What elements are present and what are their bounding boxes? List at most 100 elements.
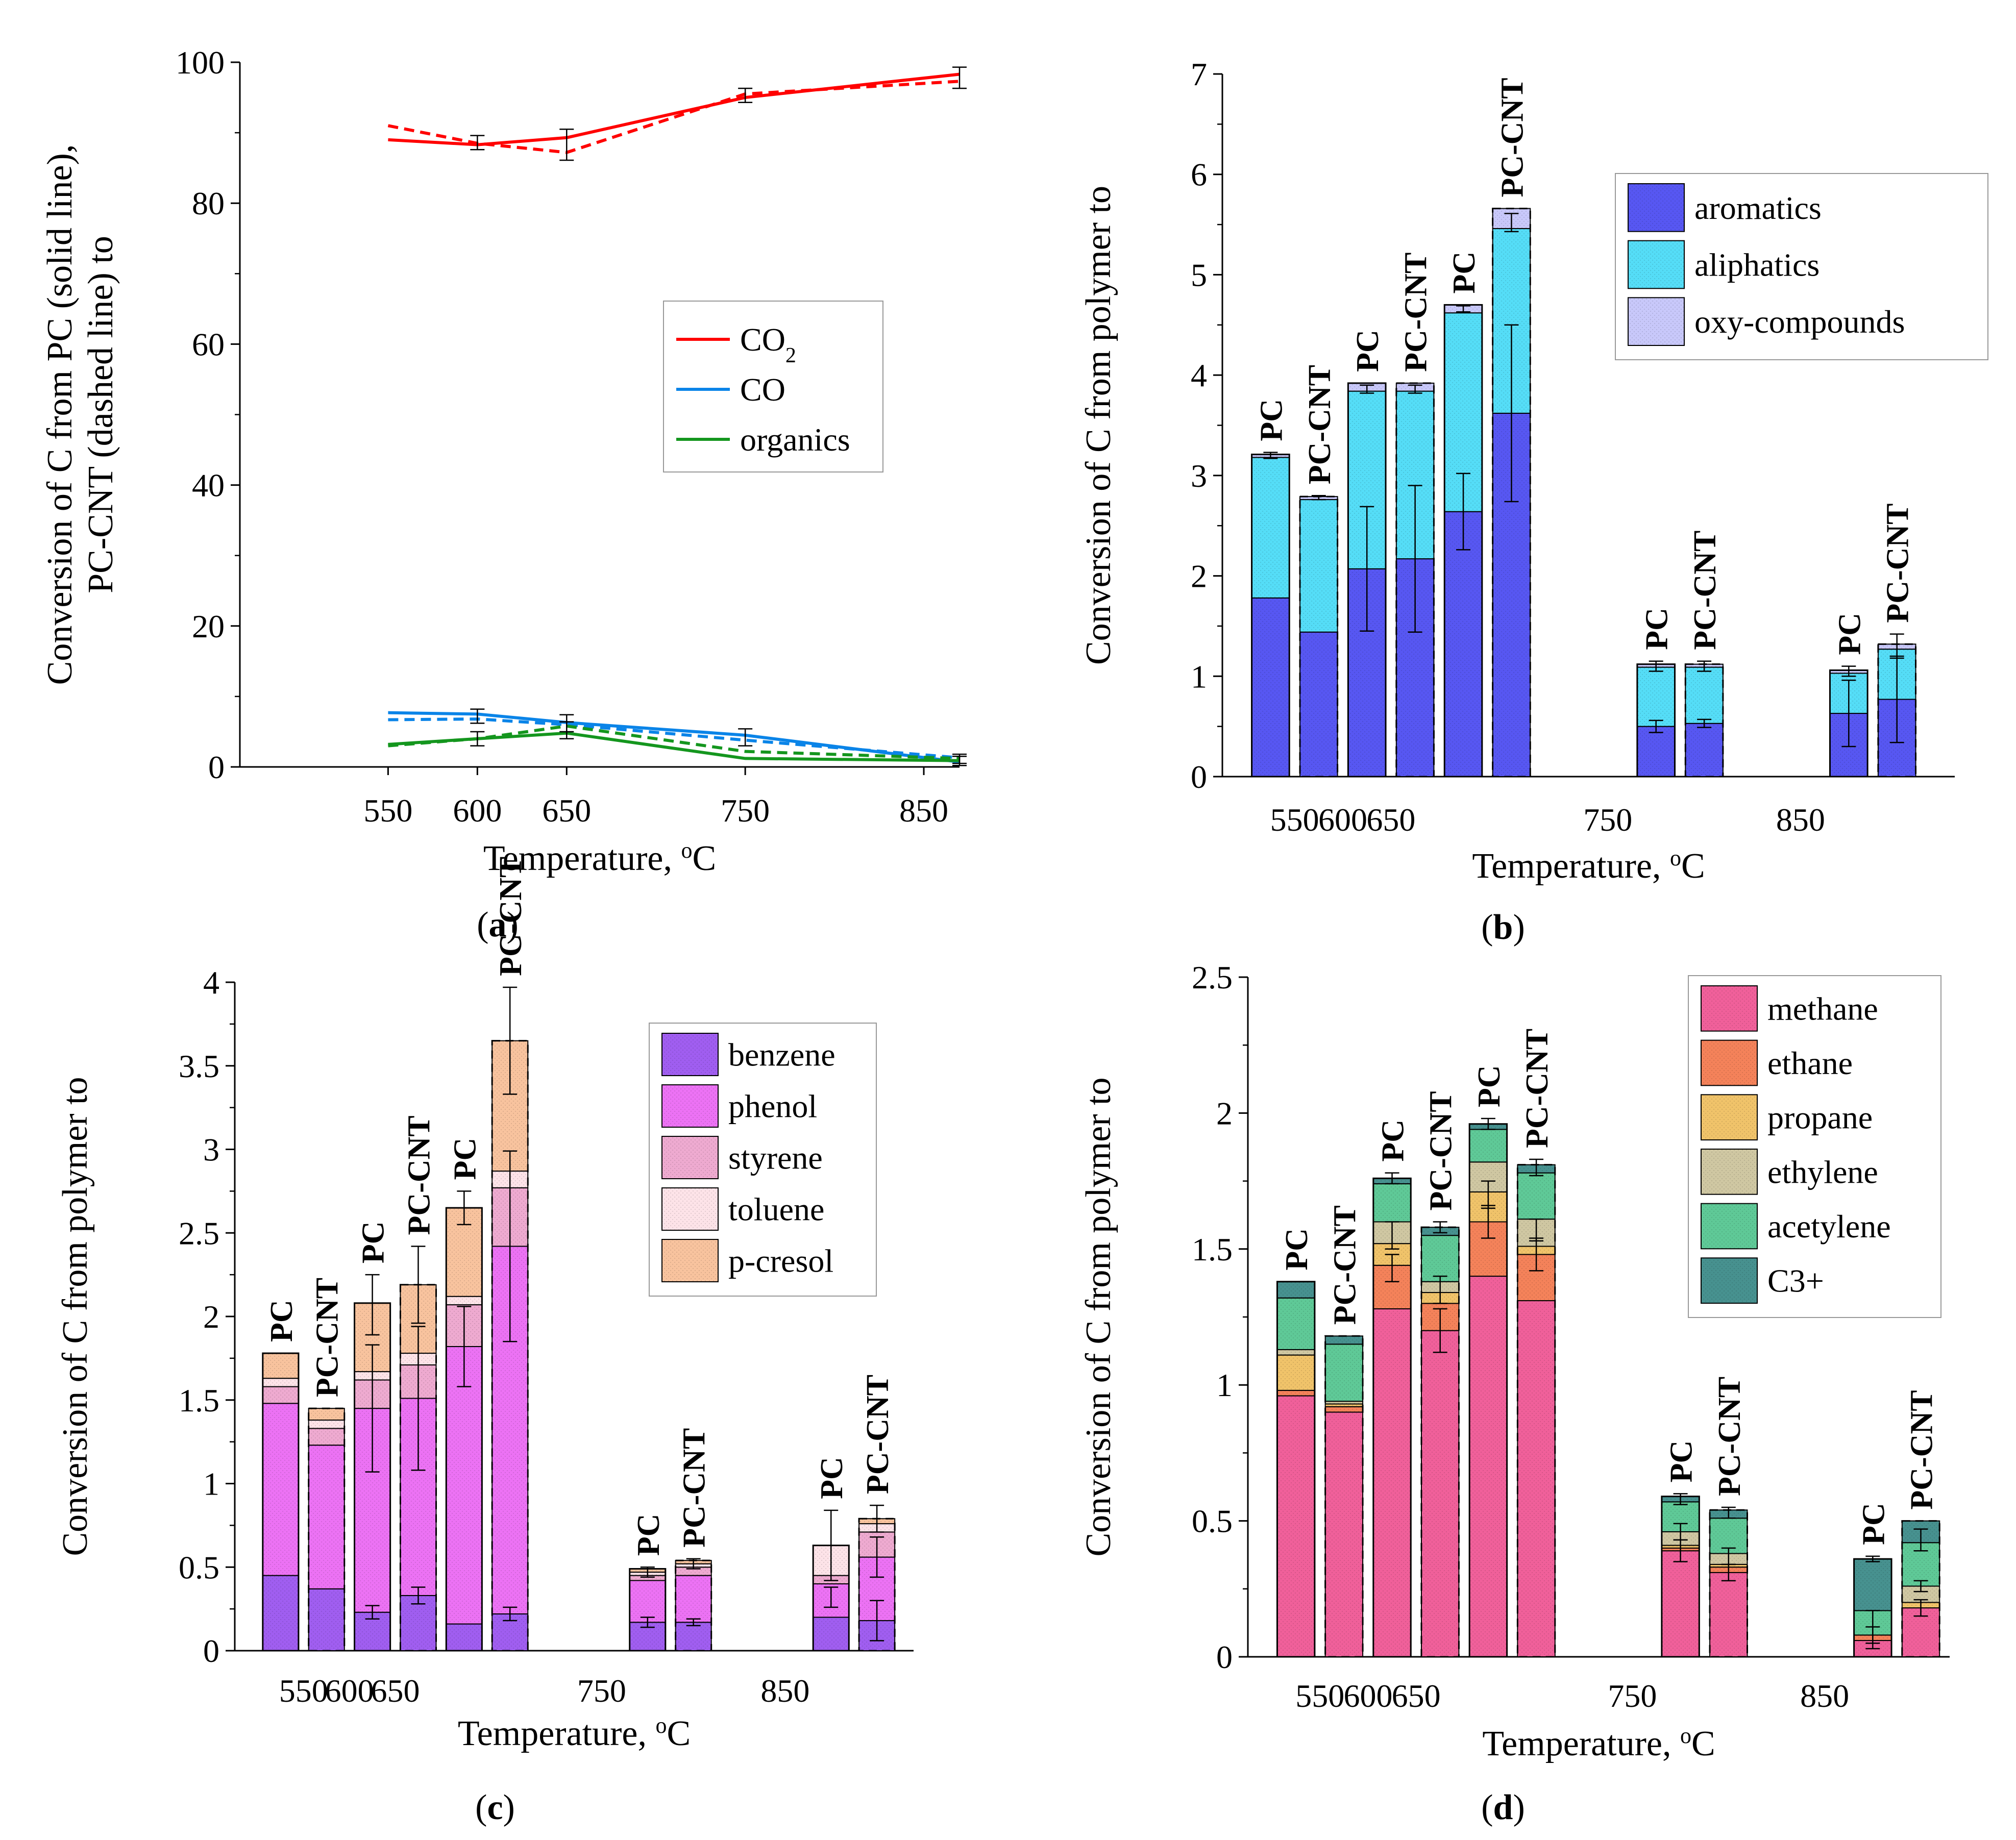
c-bar-texture [262,1386,299,1404]
b-y-axis-label: Conversion of C from polymer to [1079,186,1118,665]
b-bar-label: PC [1640,608,1675,650]
c-caption-letter: c [487,1788,503,1827]
c-caption-open: ( [475,1788,487,1827]
b-bar-texture [1637,667,1675,727]
d-y-tick-label: 2.5 [1192,959,1233,996]
b-y-tick-label: 3 [1191,458,1207,494]
d-caption-letter: d [1493,1788,1513,1827]
b-bar-outline [1395,382,1435,778]
a-series-line-4 [388,731,960,762]
d-bar-texture [1325,1412,1363,1657]
c-x-tick-label: 750 [577,1673,626,1709]
a-y-axis-label-2: PC-CNT (dashed line) to [81,236,120,593]
d-legend-swatch-texture [1701,1040,1757,1086]
d-bar-texture [1277,1349,1315,1355]
b-bar-texture [1251,598,1290,777]
d-caption-open: ( [1481,1788,1493,1827]
d-bar-texture [1325,1344,1363,1402]
c-bar-texture [813,1617,849,1651]
d-bar-texture [1517,1301,1555,1657]
a-y-tick-label: 40 [192,467,225,504]
d-bar-label: PC [1280,1228,1314,1271]
d-y-tick-label: 0.5 [1192,1503,1233,1539]
c-bar-texture [675,1575,711,1623]
c-y-tick-label: 4 [203,964,219,1001]
d-bar-outline [1276,1281,1316,1658]
c-bar-outline [308,1407,346,1652]
d-y-axis-label: Conversion of C from polymer to [1079,1077,1118,1556]
b-legend-swatch-texture [1628,297,1684,345]
d-caption-close: ) [1513,1788,1525,1827]
b-y-tick-label: 5 [1191,257,1207,293]
d-bar-outline [1901,1520,1940,1658]
d-y-tick-label: 1 [1216,1367,1233,1403]
c-bar-texture [308,1408,345,1421]
c-bar-texture [675,1567,711,1576]
d-legend-label: ethylene [1767,1154,1878,1190]
d-bar-label: PC-CNT [1520,1029,1555,1148]
c-x-axis-label: Temperature, oC [458,1713,691,1754]
d-x-axis-label-sup: o [1680,1723,1691,1748]
b-legend-swatch-texture [1628,240,1684,289]
a-legend-label-sub: 2 [785,344,796,367]
b-x-tick-label: 850 [1776,802,1825,838]
b-x-tick-label: 550 [1270,802,1319,838]
a-x-axis-label-sup: o [681,838,692,863]
d-legend-swatch-texture [1701,1203,1757,1249]
b-x-axis-label-unit: C [1681,847,1705,886]
a-y-tick-label: 80 [192,185,225,221]
b-bar-texture [1299,500,1338,632]
c-bar-texture [446,1296,482,1305]
d-bar-label: PC [1664,1440,1699,1483]
c-bar-texture [400,1595,436,1651]
d-bar-texture [1277,1281,1315,1298]
c-bar-texture [308,1588,345,1651]
c-y-tick-label: 2 [203,1299,219,1335]
c-caption-close: ) [503,1788,515,1827]
b-legend-swatch-texture [1628,184,1684,232]
a-y-tick-label: 100 [176,44,225,81]
b-x-axis-label: Temperature, oC [1472,846,1705,886]
c-y-tick-label: 2.5 [179,1215,219,1251]
d-legend-swatch-texture [1701,1095,1757,1140]
c-bar-label: PC-CNT [402,1115,436,1235]
b-legend-label: aromatics [1694,190,1822,226]
d-bar-texture [1277,1355,1315,1390]
d-x-axis-label-unit: C [1691,1724,1715,1763]
c-y-axis-label: Conversion of C from polymer to [56,1077,95,1556]
c-x-axis-label-unit: C [667,1714,691,1753]
c-legend-swatch-texture [662,1033,718,1076]
a-legend-label-text: organics [740,421,850,458]
b-bar-texture [1299,632,1338,777]
d-x-tick-label: 600 [1343,1678,1392,1714]
c-bar-texture [308,1428,345,1446]
d-bar-outline [1324,1335,1364,1658]
a-x-axis-label: Temperature, oC [483,838,716,879]
d-bar-texture [1325,1401,1363,1404]
d-bar-texture [1661,1551,1700,1657]
b-x-tick-label: 650 [1366,802,1415,838]
c-bar-texture [262,1575,299,1651]
a-x-tick-label: 850 [899,792,948,829]
d-bar-label: PC [1376,1120,1411,1162]
b-legend-label: oxy-compounds [1694,304,1905,340]
b-caption-letter: b [1493,908,1513,947]
b-bar-label: PC-CNT [1881,503,1915,623]
d-bar-texture [1277,1298,1315,1350]
a-x-tick-label: 650 [542,792,591,829]
b-bar-label: PC-CNT [1399,253,1434,372]
b-y-tick-label: 7 [1191,56,1207,92]
d-legend-swatch-texture [1701,1149,1757,1195]
c-y-tick-label: 0 [203,1633,219,1669]
c-bar-texture [675,1622,711,1651]
d-bar-label: PC [1472,1065,1507,1107]
c-y-tick-label: 1 [203,1466,219,1502]
d-legend-swatch-texture [1701,986,1757,1031]
d-x-tick-label: 650 [1392,1678,1441,1714]
b-bar-texture [1444,511,1482,777]
b-bar-label: PC [1350,330,1385,372]
c-legend-label: benzene [728,1037,835,1073]
